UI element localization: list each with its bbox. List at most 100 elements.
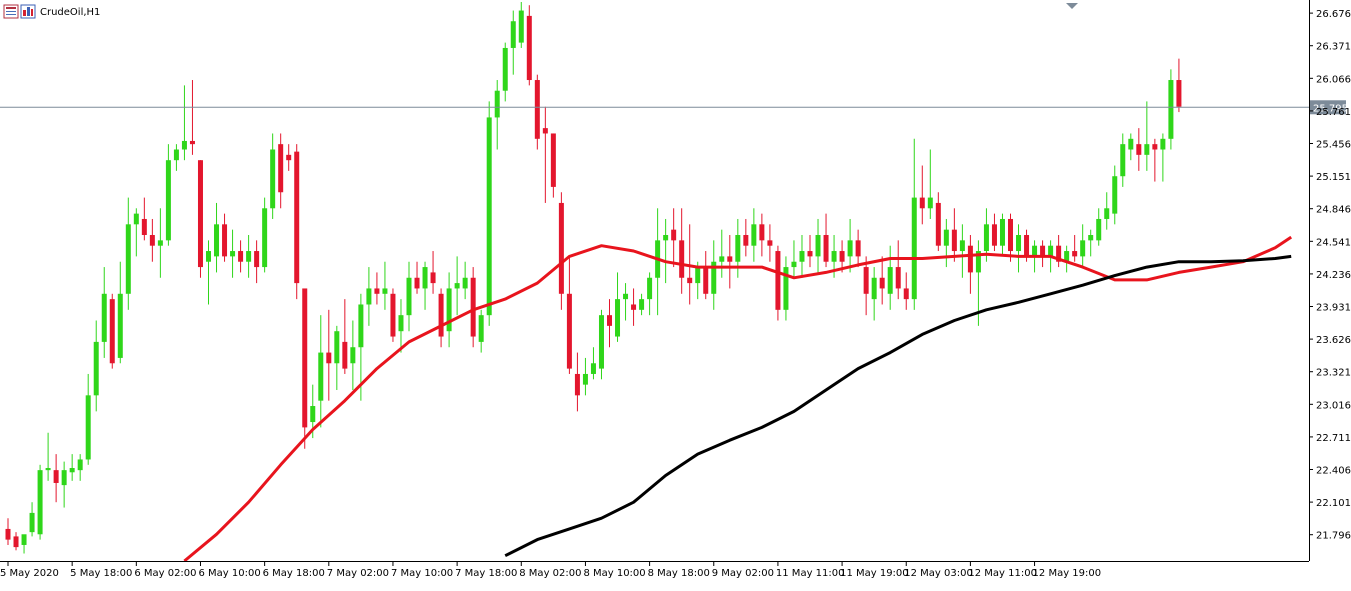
candle-body (246, 251, 252, 262)
candle-body (238, 251, 244, 262)
candle-body (109, 299, 115, 364)
candle-body (943, 229, 949, 246)
current-price-label: 25.795 (1313, 103, 1348, 114)
candle-body (815, 235, 821, 257)
y-tick-label: 23.626 (1316, 335, 1351, 346)
candle-body (855, 240, 861, 257)
candle-body (671, 229, 677, 241)
y-tick-label: 22.711 (1316, 433, 1351, 444)
candle-body (1136, 144, 1142, 155)
scroll-marker-icon[interactable] (1066, 3, 1078, 9)
candle-body (550, 133, 556, 187)
x-tick-label: 8 May 18:00 (648, 568, 710, 579)
candle-body (69, 468, 75, 473)
candle-body (590, 363, 596, 374)
candle-body (727, 256, 733, 262)
candle-body (751, 224, 757, 246)
candle-body (406, 277, 412, 316)
candle-body (967, 245, 973, 273)
x-tick-label: 12 May 11:00 (968, 568, 1037, 579)
candle-body (534, 80, 540, 139)
x-axis-ticks: 5 May 2020 5 May 18:00 6 May 02:00 6 May 10… (0, 561, 1101, 579)
candle-body (454, 283, 460, 289)
candle-body (911, 197, 917, 300)
candle-body (887, 267, 893, 294)
x-tick-label: 5 May 2020 (0, 568, 59, 579)
candle-body (983, 224, 989, 252)
candle-body (607, 315, 612, 326)
candle-body (1096, 218, 1102, 241)
candle-body (462, 277, 468, 289)
candle-body (189, 140, 195, 145)
candle-body (719, 256, 725, 262)
candle-wicks (7, 2, 1180, 554)
candle-body (93, 341, 99, 396)
candle-body (270, 149, 276, 209)
candle-body (823, 235, 829, 262)
candle-body (165, 160, 171, 241)
y-tick-label: 24.541 (1316, 237, 1351, 248)
y-tick-label: 26.066 (1316, 74, 1351, 85)
candle-body (1144, 144, 1150, 155)
candle-body (5, 528, 11, 540)
candle-body (1152, 144, 1158, 150)
x-tick-label: 8 May 02:00 (519, 568, 581, 579)
moving-average-line (183, 235, 1293, 561)
candle-body (141, 218, 147, 236)
candle-body (871, 277, 877, 300)
candle-body (390, 293, 396, 337)
candle-body (999, 218, 1005, 246)
candle-body (45, 468, 51, 471)
candle-body (598, 315, 604, 369)
candle-body (831, 251, 837, 262)
candle-body (374, 288, 380, 294)
candle-body (350, 347, 356, 364)
indicator-icon[interactable] (20, 4, 36, 19)
y-tick-label: 23.016 (1316, 400, 1351, 411)
candle-body (1120, 144, 1126, 177)
candle-body (77, 459, 83, 471)
y-tick-label: 25.761 (1316, 107, 1351, 118)
candle-body (695, 267, 701, 284)
chart-window-icon[interactable] (3, 4, 19, 19)
candle-body (767, 240, 773, 246)
candle-body (935, 202, 941, 246)
candle-body (470, 277, 476, 337)
y-tick-label: 26.371 (1316, 42, 1351, 53)
candle-body (85, 395, 91, 460)
candle-body (414, 277, 420, 289)
candle-body (566, 293, 572, 369)
candle-body (157, 240, 163, 246)
candle-body (1032, 245, 1038, 257)
candle-body (149, 235, 155, 246)
candle-body (1072, 251, 1078, 257)
candle-body (494, 90, 500, 118)
candle-body (663, 235, 669, 241)
candle-body (125, 224, 131, 294)
x-tick-label: 6 May 18:00 (263, 568, 325, 579)
candle-body (679, 240, 685, 278)
candle-body (1128, 138, 1134, 150)
candle-body (334, 331, 340, 364)
x-tick-label: 6 May 10:00 (198, 568, 260, 579)
candle-body (53, 470, 59, 483)
candle-body (959, 240, 965, 252)
candle-body (382, 288, 388, 294)
candle-body (991, 224, 997, 246)
candle-body (197, 160, 203, 268)
candle-body (173, 149, 179, 161)
candle-body (29, 512, 35, 533)
candle-body (1168, 80, 1174, 139)
candle-body (181, 140, 187, 150)
candle-body (919, 197, 925, 209)
x-tick-label: 7 May 10:00 (391, 568, 453, 579)
candle-body (430, 272, 436, 284)
candle-body (879, 277, 885, 289)
candle-body (37, 470, 43, 535)
candle-body (631, 304, 637, 310)
candle-body (117, 293, 123, 358)
candle-body (1040, 245, 1046, 257)
y-tick-label: 24.236 (1316, 270, 1351, 281)
